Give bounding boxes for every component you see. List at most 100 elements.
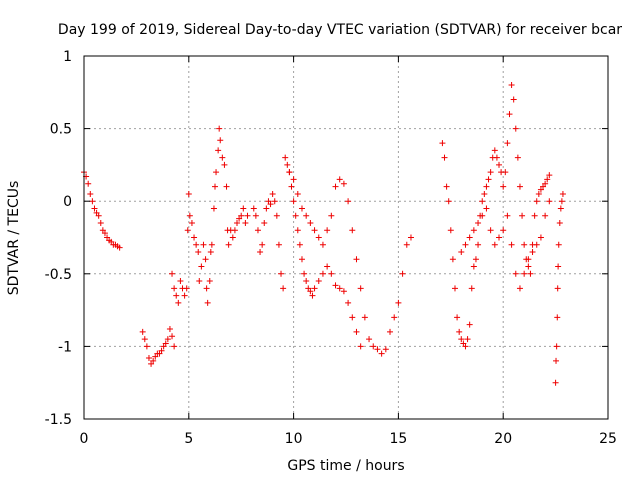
data-point	[483, 205, 490, 212]
data-point	[275, 241, 282, 248]
data-point	[456, 328, 463, 335]
data-point	[171, 285, 178, 292]
data-point	[223, 183, 230, 190]
data-point	[210, 205, 217, 212]
data-point	[301, 270, 308, 277]
data-point	[502, 169, 509, 176]
data-point	[311, 285, 318, 292]
data-point	[158, 347, 165, 354]
data-point	[399, 270, 406, 277]
data-point	[208, 241, 215, 248]
data-point	[269, 190, 276, 197]
data-point	[483, 183, 490, 190]
data-point	[458, 336, 465, 343]
data-point	[479, 212, 486, 219]
data-point	[470, 227, 477, 234]
data-point	[116, 244, 123, 251]
data-point	[263, 205, 270, 212]
y-axis-label: SDTVAR / TECUs	[6, 181, 22, 296]
data-point	[521, 241, 528, 248]
data-point	[554, 285, 561, 292]
data-point	[345, 198, 352, 205]
data-point	[537, 234, 544, 241]
data-point	[391, 314, 398, 321]
data-point	[491, 147, 498, 154]
data-point	[183, 285, 190, 292]
data-point	[196, 278, 203, 285]
data-point	[169, 333, 176, 340]
data-point	[290, 198, 297, 205]
data-point	[164, 336, 171, 343]
data-point	[294, 190, 301, 197]
x-tick-label: 5	[184, 431, 193, 447]
data-points	[81, 82, 566, 386]
data-point	[273, 212, 280, 219]
data-point	[407, 234, 414, 241]
data-point	[203, 285, 210, 292]
data-point	[204, 299, 211, 306]
data-point	[311, 227, 318, 234]
data-point	[546, 198, 553, 205]
data-point	[553, 343, 560, 350]
data-point	[324, 263, 331, 270]
data-point	[340, 288, 347, 295]
data-point	[445, 198, 452, 205]
data-point	[542, 180, 549, 187]
data-point	[340, 180, 347, 187]
data-point	[553, 357, 560, 364]
data-point	[525, 263, 532, 270]
data-point	[238, 212, 245, 219]
data-point	[470, 263, 477, 270]
y-tick-label: 1	[63, 49, 72, 65]
data-point	[181, 292, 188, 299]
data-point	[206, 278, 213, 285]
data-point	[506, 111, 513, 118]
data-point	[284, 161, 291, 168]
data-point	[353, 256, 360, 263]
data-point	[447, 227, 454, 234]
data-point	[198, 263, 205, 270]
y-tick-label: -0.5	[45, 267, 72, 283]
data-point	[87, 190, 94, 197]
data-point	[466, 321, 473, 328]
data-point	[191, 234, 198, 241]
data-point	[212, 183, 218, 190]
data-point	[202, 256, 209, 263]
data-point	[328, 270, 335, 277]
data-point	[278, 270, 285, 277]
data-point	[169, 270, 176, 277]
data-point	[315, 234, 322, 241]
data-point	[353, 328, 360, 335]
data-point	[254, 227, 261, 234]
data-point	[101, 230, 108, 237]
data-point	[242, 219, 249, 226]
data-point	[349, 227, 356, 234]
data-point	[481, 190, 488, 197]
data-point	[261, 219, 268, 226]
data-point	[533, 241, 540, 248]
data-point	[500, 227, 507, 234]
data-point	[234, 219, 241, 226]
data-point	[533, 198, 540, 205]
data-point	[345, 299, 352, 306]
data-point	[531, 212, 538, 219]
data-point	[516, 183, 523, 190]
data-point	[449, 256, 456, 263]
data-point	[207, 249, 214, 256]
data-point	[290, 176, 297, 183]
data-point	[512, 125, 519, 132]
data-point	[403, 241, 410, 248]
data-point	[555, 263, 562, 270]
data-point	[508, 82, 515, 89]
data-point	[535, 190, 542, 197]
data-point	[336, 176, 343, 183]
data-point	[271, 198, 278, 205]
x-axis-label: GPS time / hours	[287, 458, 404, 474]
x-tick-label: 15	[389, 431, 407, 447]
data-point	[395, 299, 402, 306]
data-point	[267, 201, 274, 208]
data-point	[328, 212, 335, 219]
data-point	[288, 183, 295, 190]
data-point	[472, 256, 479, 263]
data-point	[475, 241, 482, 248]
